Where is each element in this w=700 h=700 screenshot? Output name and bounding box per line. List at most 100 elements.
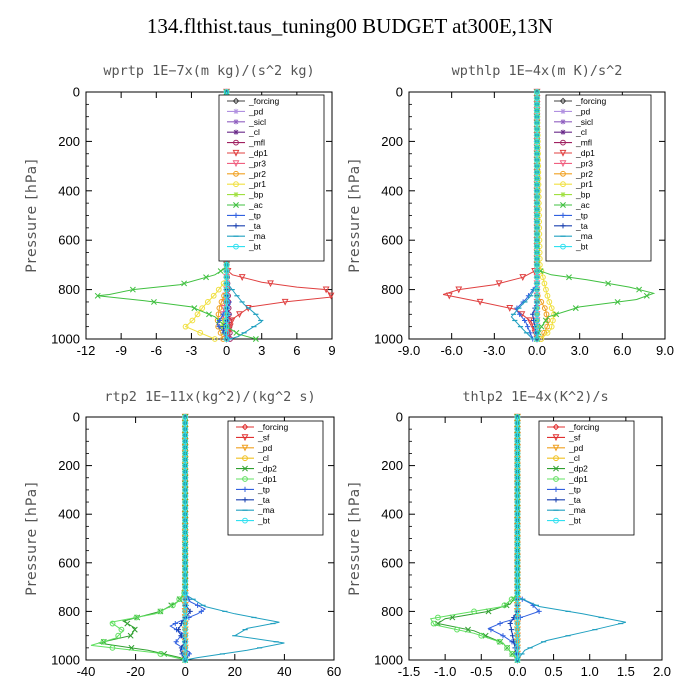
y-tick-label: 400 [381,183,403,198]
data-point [210,292,217,299]
series-line [516,417,627,661]
data-point [514,596,521,603]
data-point [514,480,521,487]
data-point [182,596,189,603]
data-point [544,329,551,336]
x-tick-label: -6.0 [440,343,462,358]
data-point [504,644,511,651]
data-point [223,280,230,287]
data-point [536,608,542,614]
data-point [543,311,550,318]
legend-item: _bp [554,190,590,200]
data-point [182,414,189,420]
data-point [514,474,521,481]
data-point [182,456,189,463]
data-point [534,150,540,157]
legend-label: _ma [568,505,586,515]
data-point [514,590,521,597]
data-point [189,317,196,324]
y-tick-label: 400 [58,183,80,198]
data-point [514,414,521,420]
data-point [514,450,521,457]
data-point [526,317,534,325]
y-axis-label: Pressure [hPa] [347,481,363,595]
data-point [252,336,259,342]
legend-label: _ta [257,495,270,505]
legend-marker [553,465,559,472]
data-point [636,286,643,293]
y-tick-label: 200 [381,458,403,473]
data-point [534,311,540,318]
data-point [150,298,157,305]
legend-item: _sicl [554,117,593,127]
legend-item: _tp [227,210,261,220]
data-point [223,292,230,299]
data-point [182,547,189,554]
legend-label: _cl [248,127,260,137]
data-point [216,305,223,312]
data-point [510,633,516,639]
legend-label: _tp [575,210,588,220]
legend-label: _tp [568,484,581,494]
legend-marker [553,476,559,482]
y-tick-label: 800 [381,282,403,297]
x-tick-label: -1.5 [398,664,420,679]
data-point [223,336,230,342]
data-point [215,286,222,293]
legend-item: _bt [227,242,261,252]
data-point [614,298,621,305]
legend-marker [241,434,249,442]
data-point [534,237,540,244]
legend-marker [560,119,566,125]
x-tick-label: 0.0 [528,343,546,358]
data-point [238,274,246,281]
legend-label: _ac [575,200,590,210]
x-tick-label: 3 [258,343,265,358]
y-tick-label: 600 [381,555,403,570]
x-tick-label: 20 [228,664,242,679]
y-tick-label: 1000 [374,332,403,347]
data-point [223,274,230,281]
legend-item: _sf [236,432,270,442]
data-point [538,323,545,330]
data-point [182,602,189,609]
data-point [514,462,521,469]
data-point [94,292,101,299]
data-point [223,268,230,274]
data-point [514,626,521,633]
legend-label: _ma [575,231,593,241]
y-tick-label: 200 [381,134,403,149]
data-point [514,578,521,584]
data-point [546,299,553,305]
y-tick-label: 0 [73,410,80,425]
legend-item: _cl [236,453,269,463]
legend-marker [560,170,566,177]
x-tick-label: -3 [186,343,198,358]
legend-label: _mfl [575,138,592,148]
y-tick-label: 600 [381,233,403,248]
panel-title: rtp2 1E−11x(kg^2)/(kg^2 s) [104,389,315,405]
data-point [454,626,460,633]
data-point [514,553,521,560]
data-point [223,317,230,324]
data-point [172,620,178,627]
data-point [445,292,453,300]
x-tick-label: 6 [293,343,300,358]
legend-item: _sicl [227,117,266,127]
data-point [514,438,521,445]
legend-item: _bt [236,516,270,526]
legend-label: _pr3 [575,158,593,168]
x-tick-label: 0.5 [545,664,563,679]
data-point [534,280,540,287]
data-point [182,487,189,493]
panel-title: thlp2 1E−4x(K^2)/s [462,389,608,405]
x-tick-label: -1.0 [434,664,456,679]
data-point [514,468,521,475]
legend-marker [553,455,559,462]
data-point [506,305,514,312]
data-point [182,420,189,426]
legend-item: _dp1 [236,474,277,484]
legend-marker [232,160,240,168]
legend-marker [560,139,566,146]
